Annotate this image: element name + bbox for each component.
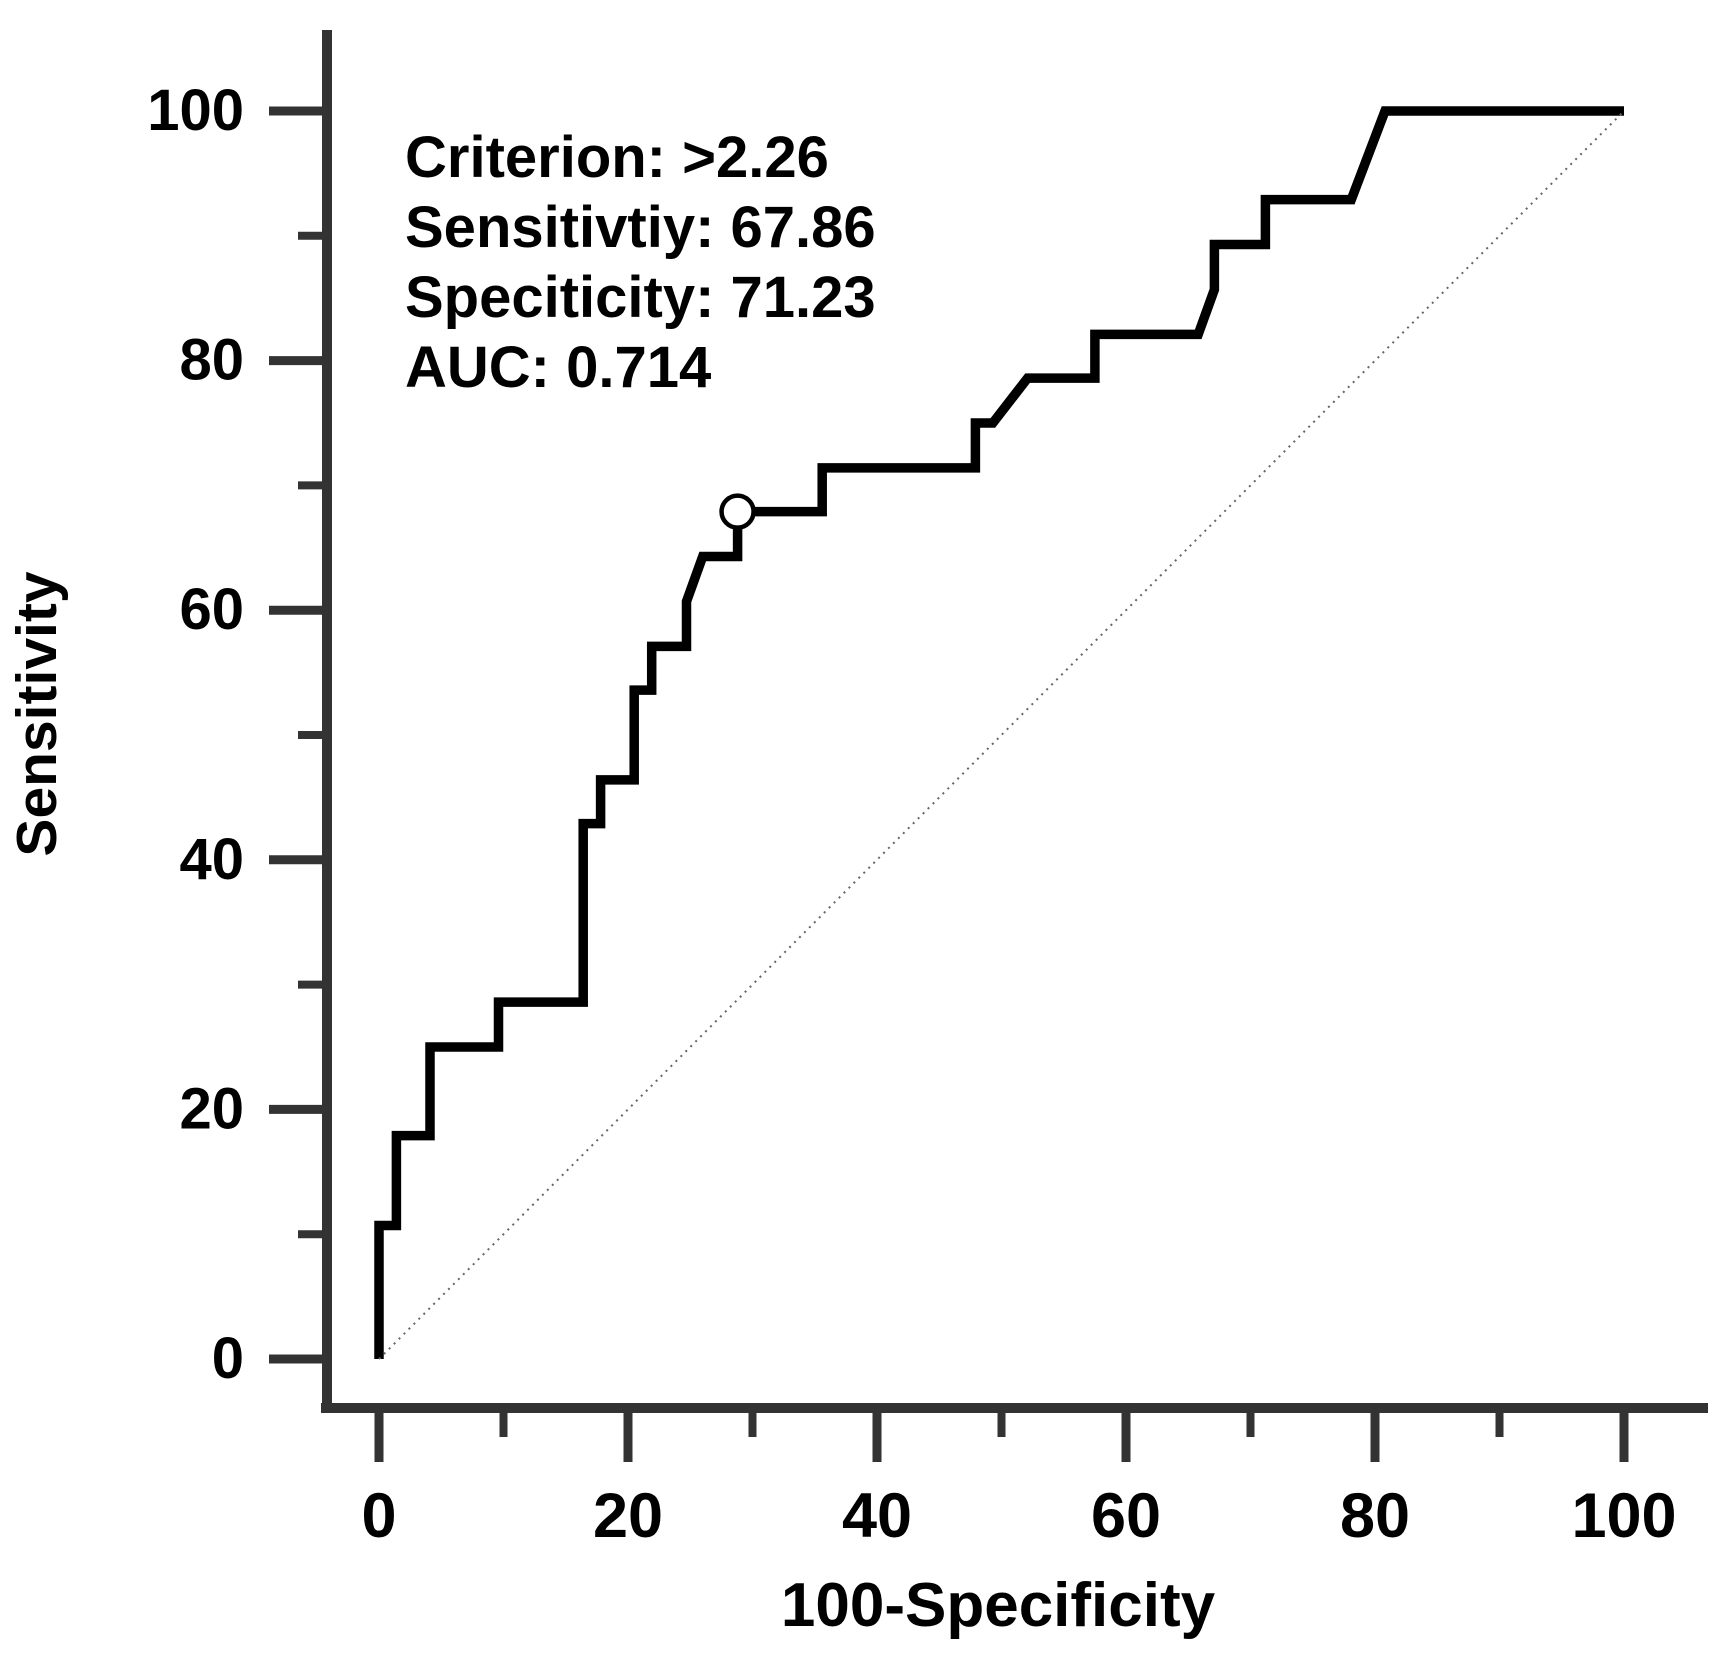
roc-curve-path [374, 106, 1624, 1359]
y-tick-label: 20 [179, 1076, 244, 1141]
series-layer [374, 106, 1625, 1360]
y-tick-label: 60 [179, 577, 244, 642]
x-tick-label: 100 [1571, 1481, 1676, 1551]
annotation-sensitivity: Sensitivtiy: 67.86 [405, 195, 876, 260]
y-tick-label: 0 [212, 1326, 244, 1391]
x-tick-label: 0 [361, 1481, 396, 1551]
y-tick-label: 40 [179, 827, 244, 892]
x-tick-label: 60 [1091, 1481, 1161, 1551]
x-axis-title: 100-Specificity [781, 1571, 1216, 1640]
annotation-auc: AUC: 0.714 [405, 335, 711, 400]
x-tick-label: 40 [842, 1481, 912, 1551]
x-tick-label: 80 [1340, 1481, 1410, 1551]
operating-point-marker [719, 493, 756, 530]
x-tick-label: 20 [593, 1481, 663, 1551]
annotation-criterion: Criterion: >2.26 [405, 125, 829, 190]
axes-layer: 0 20 40 60 80 100 0 20 40 60 80 100 [147, 30, 1708, 1551]
y-tick-label: 80 [179, 328, 244, 393]
y-axis-title: Sensitivity [5, 571, 69, 856]
y-tick-label: 100 [147, 78, 244, 143]
labels-layer: Criterion: >2.26 Sensitivtiy: 67.86 Spec… [5, 125, 1216, 1640]
annotation-specificity: Speciticity: 71.23 [405, 265, 876, 330]
